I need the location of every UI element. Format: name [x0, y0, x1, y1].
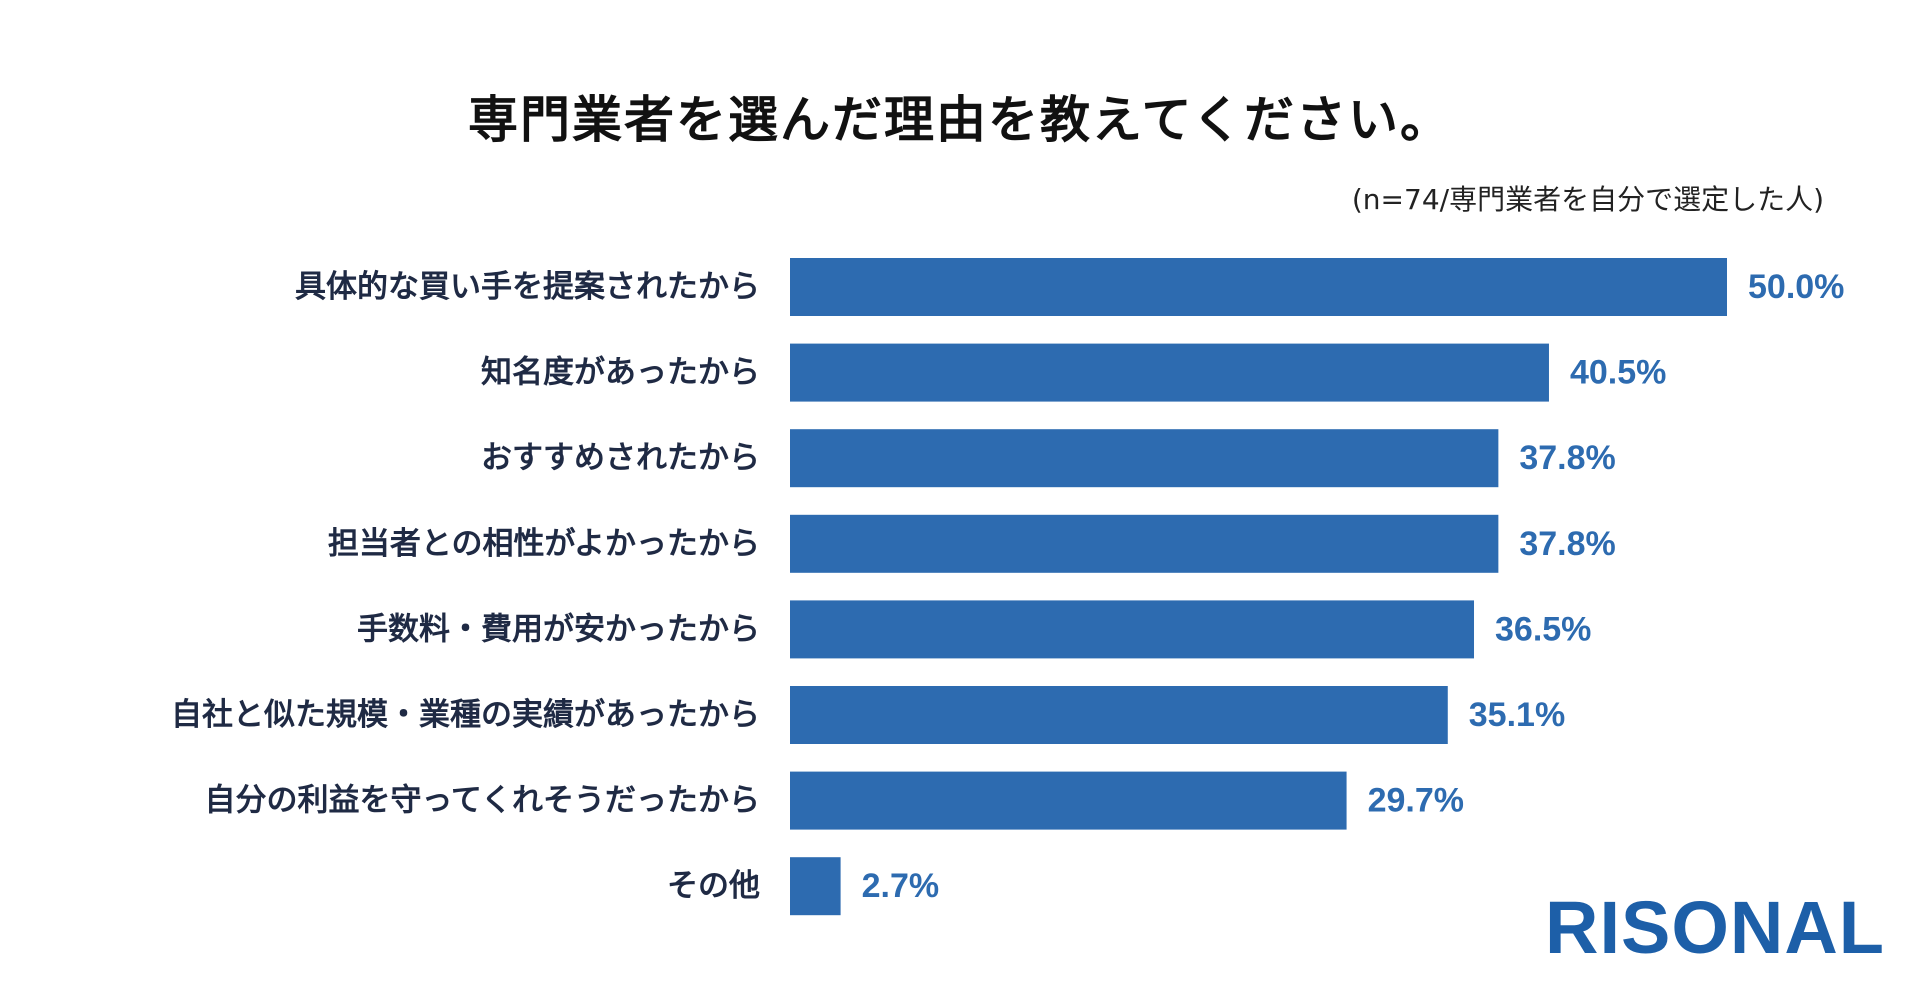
category-label-2: 知名度があったから — [481, 355, 760, 391]
bar-5 — [790, 600, 1475, 659]
category-label-7: 自分の利益を守ってくれそうだったから — [204, 783, 760, 819]
chart-title: 専門業者を選んだ理由を教えてください。 — [468, 91, 1452, 149]
value-label-5: 36.5% — [1495, 610, 1591, 648]
chart-sample-note: (n=74/専門業者を自分で選定した人) — [1351, 183, 1824, 216]
risonal-logo: RISONAL — [1545, 886, 1885, 969]
bar-7 — [790, 771, 1347, 830]
bar-1 — [790, 258, 1727, 316]
value-label-4: 37.8% — [1519, 525, 1615, 563]
category-label-8: その他 — [667, 868, 760, 904]
bar-3 — [790, 429, 1499, 488]
bar-6 — [790, 686, 1448, 744]
value-label-3: 37.8% — [1519, 439, 1615, 477]
bar-2 — [790, 343, 1549, 402]
category-label-1: 具体的な買い手を提案されたから — [295, 269, 760, 305]
category-label-6: 自社と似た規模・業種の実績があったから — [171, 697, 760, 733]
value-label-1: 50.0% — [1748, 268, 1844, 306]
value-label-6: 35.1% — [1469, 696, 1565, 734]
category-label-3: おすすめされたから — [481, 440, 760, 476]
value-label-7: 29.7% — [1368, 782, 1464, 820]
bar-8 — [790, 857, 841, 916]
value-label-8: 2.7% — [862, 867, 940, 905]
value-label-2: 40.5% — [1570, 354, 1666, 392]
category-label-4: 担当者との相性がよかったから — [328, 526, 760, 562]
bar-4 — [790, 514, 1499, 573]
category-label-5: 手数料・費用が安かったから — [357, 611, 760, 647]
